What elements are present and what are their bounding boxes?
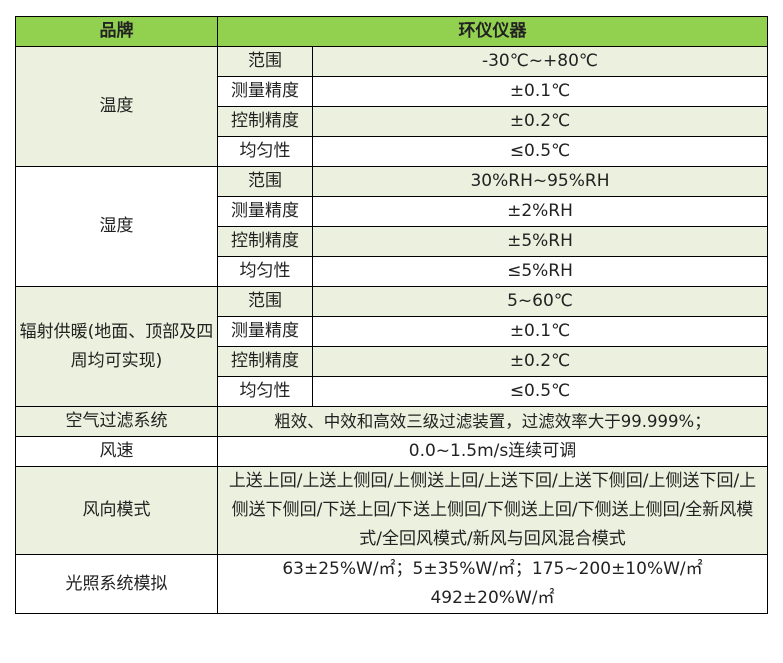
table-row: 测量精度 ±0.1℃ (16, 316, 768, 347)
row-label: 光照系统模拟 (15, 554, 218, 614)
param-value: ±0.1℃ (312, 316, 768, 347)
group-label: 温度 (15, 46, 218, 167)
table-row: 测量精度 ±2%RH (16, 196, 768, 227)
table-row: 控制精度 ±0.2℃ (16, 346, 768, 377)
param-value: 5~60℃ (312, 286, 768, 317)
table-row: 空气过滤系统 粗效、中效和高效三级过滤装置，过滤效率大于99.999%； (15, 406, 768, 437)
param-label: 控制精度 (217, 346, 313, 377)
param-value: ±0.1℃ (312, 76, 768, 107)
param-value: ≤0.5℃ (312, 376, 768, 407)
table-row: 控制精度 ±0.2℃ (16, 106, 768, 137)
header-brand: 品牌 (15, 16, 218, 47)
row-value: 0.0~1.5m/s连续可调 (217, 436, 768, 467)
row-value: 粗效、中效和高效三级过滤装置，过滤效率大于99.999%； (217, 406, 768, 437)
param-label: 测量精度 (217, 316, 313, 347)
group-label: 辐射供暖(地面、顶部及四周均可实现) (15, 286, 218, 407)
param-value: ±0.2℃ (312, 346, 768, 377)
param-value: ≤0.5℃ (312, 136, 768, 167)
row-value: 上送上回/上送上侧回/上侧送上回/上送下回/上送下侧回/上侧送下回/上侧送下侧回… (217, 466, 768, 555)
param-value: ±5%RH (312, 226, 768, 257)
param-value: -30℃~+80℃ (312, 46, 768, 77)
row-label: 风向模式 (15, 466, 218, 555)
param-label: 范围 (217, 46, 313, 77)
param-value: ±2%RH (312, 196, 768, 227)
table-row: 湿度 范围 30%RH~95%RH (15, 166, 768, 287)
param-label: 测量精度 (217, 196, 313, 227)
param-value: ±0.2℃ (312, 106, 768, 137)
row-label: 风速 (15, 436, 218, 467)
param-label: 控制精度 (217, 226, 313, 257)
param-label: 均匀性 (217, 136, 313, 167)
param-value: ≤5%RH (312, 256, 768, 287)
table-row: 温度 范围 -30℃~+80℃ (15, 46, 768, 167)
row-label: 空气过滤系统 (15, 406, 218, 437)
spec-table: 品牌 环仪仪器 温度 范围 -30℃~+80℃ 测量精度 ±0.1℃ 控制精度 ±0.2℃ 均… (15, 16, 768, 614)
param-label: 范围 (217, 286, 313, 317)
table-row: 控制精度 ±5%RH (16, 226, 768, 257)
param-label: 控制精度 (217, 106, 313, 137)
table-row: 测量精度 ±0.1℃ (16, 76, 768, 107)
table-row: 均匀性 ≤0.5℃ (16, 136, 768, 167)
table-row: 风速 0.0~1.5m/s连续可调 (15, 436, 768, 467)
header-value: 环仪仪器 (217, 16, 768, 47)
param-label: 均匀性 (217, 376, 313, 407)
group-label: 湿度 (15, 166, 218, 287)
table-row: 辐射供暖(地面、顶部及四周均可实现) 范围 5~60℃ (15, 286, 768, 407)
row-value: 63±25%W/㎡；5±35%W/㎡；175~200±10%W/㎡ 492±20… (217, 554, 768, 614)
table-row: 风向模式 上送上回/上送上侧回/上侧送上回/上送下回/上送下侧回/上侧送下回/上侧… (15, 466, 768, 555)
param-label: 范围 (217, 166, 313, 197)
header-row: 品牌 环仪仪器 (15, 16, 768, 47)
param-label: 均匀性 (217, 256, 313, 287)
table-row: 均匀性 ≤0.5℃ (16, 376, 768, 407)
table-row: 光照系统模拟 63±25%W/㎡；5±35%W/㎡；175~200±10%W/㎡ … (15, 554, 768, 614)
param-label: 测量精度 (217, 76, 313, 107)
param-value: 30%RH~95%RH (312, 166, 768, 197)
